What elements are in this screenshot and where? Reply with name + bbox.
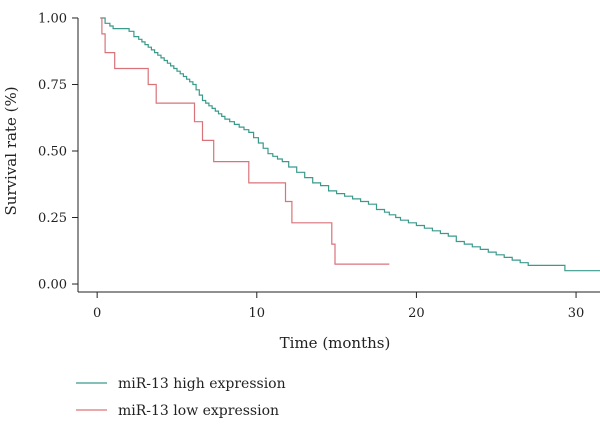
y-tick-label: 0.00	[38, 278, 67, 293]
high-expression-curve	[100, 17, 600, 272]
legend-label-high: miR-13 high expression	[118, 376, 286, 392]
y-tick-label: 0.75	[38, 78, 67, 93]
survival-curves	[100, 17, 600, 272]
x-tick-label: 0	[93, 306, 101, 321]
y-tick-label: 0.25	[38, 211, 67, 226]
y-axis-title: Survival rate (%)	[2, 86, 20, 215]
legend-label-low: miR-13 low expression	[118, 403, 279, 419]
axes: 0.00 0.25 0.50 0.75 1.00 0 10 20 30 Time (months)…	[2, 11, 600, 352]
x-tick-label: 20	[408, 306, 425, 321]
x-tick-label: 30	[568, 306, 585, 321]
y-tick-label: 0.50	[38, 145, 67, 160]
y-tick-label: 1.00	[38, 11, 67, 26]
x-axis-title: Time (months)	[280, 334, 391, 352]
low-expression-curve	[100, 17, 390, 265]
x-tick-label: 10	[249, 306, 266, 321]
legend: miR-13 high expression miR-13 low express…	[76, 376, 286, 419]
